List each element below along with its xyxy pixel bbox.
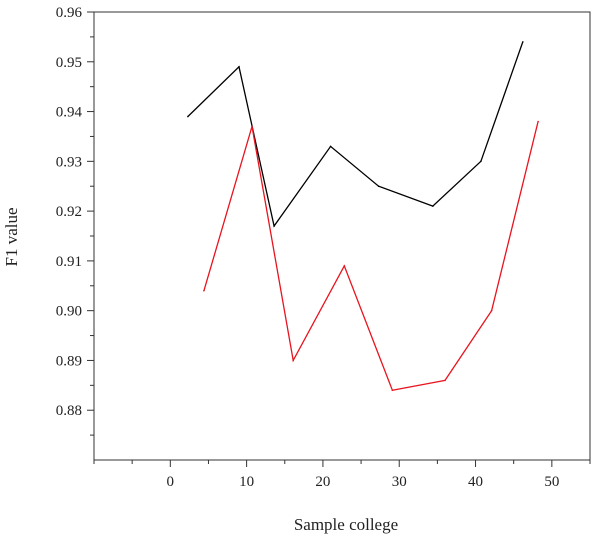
y-tick-label: 0.91 [56, 254, 82, 270]
y-tick-label: 0.89 [56, 353, 82, 369]
y-tick-label: 0.94 [56, 105, 83, 121]
y-tick-label: 0.95 [56, 55, 82, 71]
data-point [490, 309, 493, 312]
data-point [273, 225, 275, 227]
series-layer [187, 41, 539, 392]
data-point [444, 379, 446, 382]
data-point [480, 160, 482, 163]
data-point [203, 289, 205, 292]
x-tick-label: 30 [392, 474, 407, 490]
x-axis-title: Sample college [294, 515, 398, 534]
x-tick-label: 20 [315, 474, 330, 490]
series-line-2 [203, 121, 539, 392]
series-line-1 [187, 41, 524, 228]
data-point [329, 145, 332, 148]
data-point [537, 120, 539, 123]
data-point [522, 41, 524, 43]
data-point [432, 205, 434, 207]
y-axis-title: F1 value [2, 207, 21, 266]
x-tick-label: 40 [468, 474, 483, 490]
x-tick-label: 0 [167, 474, 175, 490]
y-tick-label: 0.96 [56, 5, 83, 21]
y-tick-label: 0.92 [56, 204, 82, 220]
y-tick-label: 0.90 [56, 304, 82, 320]
data-point [377, 185, 380, 188]
plot-frame [93, 11, 591, 461]
data-point [238, 65, 240, 68]
data-point [187, 115, 189, 118]
data-point [391, 389, 394, 392]
data-point [251, 125, 253, 128]
x-tick-label: 10 [239, 474, 254, 490]
x-axis-ticks: 0 10 20 30 40 50 [93, 460, 591, 490]
x-tick-label: 50 [544, 474, 559, 490]
plot-border [93, 11, 591, 461]
y-tick-label: 0.93 [56, 154, 82, 170]
y-axis-ticks: 0.88 0.89 0.90 0.91 0.92 0.93 0.94 0.95 0.96 [56, 5, 94, 436]
data-point [343, 265, 346, 267]
y-tick-label: 0.88 [56, 403, 82, 419]
data-point [292, 359, 294, 362]
